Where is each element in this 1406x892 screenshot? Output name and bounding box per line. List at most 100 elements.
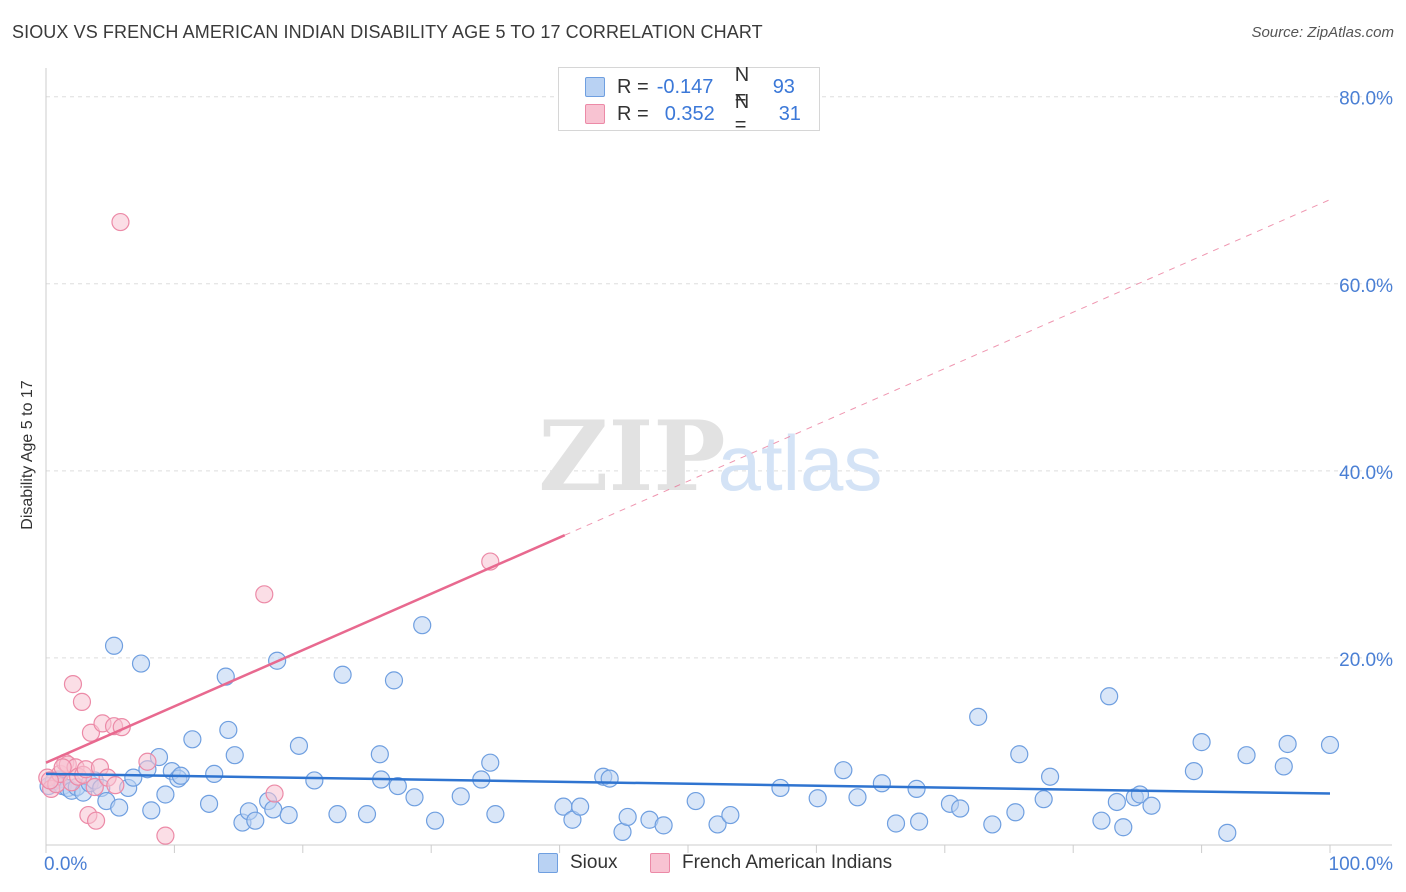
sioux-point: [1092, 811, 1111, 830]
sioux-point: [1107, 792, 1126, 812]
french-swatch: [585, 104, 605, 124]
sioux-point: [1006, 803, 1025, 822]
sioux-point: [951, 799, 970, 818]
french-point: [63, 675, 83, 694]
sioux-legend-swatch: [538, 853, 558, 873]
french-point: [53, 758, 72, 777]
legend-sioux-label: Sioux: [570, 852, 618, 873]
sioux-swatch: [585, 77, 605, 97]
french-point: [156, 826, 175, 845]
x-tick-label-max: 100.0%: [1329, 854, 1394, 875]
sioux-point: [910, 812, 929, 831]
legend-sioux-n-value: 93: [772, 75, 795, 98]
sioux-point: [384, 671, 404, 690]
sioux-point: [131, 654, 151, 673]
sioux-point: [1274, 757, 1293, 776]
legend-french-label: French American Indians: [682, 852, 893, 873]
french-point: [111, 212, 130, 232]
legend-sioux-n-label: N =: [734, 64, 750, 109]
sioux-point: [328, 805, 347, 824]
sioux-point: [357, 805, 377, 824]
watermark: ZIP atlas: [538, 400, 882, 513]
axis-layer: [45, 68, 1392, 853]
sioux-point: [848, 788, 867, 807]
sioux-point: [333, 665, 352, 684]
sioux-point: [1040, 767, 1060, 786]
sioux-point: [205, 764, 224, 784]
sioux-point: [305, 771, 324, 790]
sioux-point: [289, 736, 309, 755]
sioux-point: [199, 794, 219, 813]
french-point: [265, 784, 284, 803]
legend-sioux-r-value: -0.147: [656, 75, 714, 98]
sioux-point: [156, 785, 175, 804]
sioux-point: [1010, 745, 1029, 764]
legend-item-sioux[interactable]: Sioux: [538, 852, 618, 874]
y-tick-label: 80.0%: [1339, 89, 1393, 110]
source-credit: Source: ZipAtlas.com: [1251, 24, 1394, 41]
trend-layer: [45, 199, 1331, 795]
legend-french-r-value: 0.352: [664, 102, 715, 125]
sioux-point: [969, 707, 988, 726]
sioux-point: [279, 805, 298, 825]
sioux-point: [686, 791, 705, 811]
sioux-point: [183, 730, 202, 749]
watermark-zip: ZIP: [538, 400, 725, 513]
legend-french-r-label: R =: [617, 102, 649, 125]
sioux-point: [571, 797, 590, 816]
sioux-point: [104, 636, 124, 655]
sioux-point: [370, 745, 389, 764]
series-legend: Sioux French American Indians: [0, 852, 1406, 878]
sioux-point: [425, 811, 445, 830]
sioux-point: [486, 805, 505, 824]
sioux-point: [225, 746, 244, 765]
french-point: [86, 811, 106, 830]
sioux-point: [721, 805, 740, 825]
sioux-point: [1218, 823, 1237, 842]
sioux-point: [1184, 762, 1203, 781]
sioux-point: [219, 720, 238, 740]
legend-row-sioux: R = -0.147 N = 93: [559, 64, 795, 109]
sioux-point: [808, 789, 827, 808]
sioux-point: [405, 788, 424, 807]
sioux-point: [600, 769, 619, 788]
french-point: [255, 585, 274, 604]
french-point: [106, 776, 125, 795]
legend-row-french: R = 0.352 N = 31: [559, 91, 801, 136]
sioux-point: [413, 616, 432, 635]
sioux-point: [983, 815, 1002, 834]
legend-french-n-value: 31: [778, 102, 801, 125]
sioux-point: [907, 779, 926, 798]
sioux-point: [1034, 790, 1053, 809]
y-tick-label: 40.0%: [1339, 463, 1393, 484]
sioux-point: [886, 814, 906, 833]
sioux-point: [246, 811, 265, 830]
correlation-legend: R = -0.147 N = 93 R = 0.352 N = 31: [558, 64, 820, 136]
sioux-point: [654, 816, 673, 835]
sioux-trend-line: [45, 772, 1331, 795]
sioux-point: [142, 801, 161, 820]
french-point: [40, 771, 59, 790]
y-tick-label: 60.0%: [1339, 276, 1393, 297]
sioux-point: [124, 768, 143, 787]
sioux-point: [1278, 734, 1297, 754]
french-point: [85, 777, 104, 797]
sioux-point: [1142, 796, 1161, 815]
sioux-point: [110, 798, 129, 817]
french-trend-projection: [564, 199, 1331, 536]
sioux-point: [388, 776, 407, 796]
sioux-point: [1320, 735, 1340, 755]
y-tick-label: 20.0%: [1339, 650, 1393, 671]
legend-french-n-label: N =: [734, 91, 750, 136]
sioux-point: [872, 774, 891, 793]
french-point: [138, 752, 157, 771]
sioux-point: [451, 787, 470, 806]
points-layer: [38, 212, 1340, 845]
legend-item-french[interactable]: French American Indians: [650, 852, 892, 874]
chart-title: SIOUX VS FRENCH AMERICAN INDIAN DISABILI…: [12, 22, 763, 42]
sioux-point: [771, 778, 790, 798]
french-trend-line: [45, 534, 566, 764]
sioux-point: [1237, 746, 1256, 765]
sioux-point: [834, 761, 853, 780]
